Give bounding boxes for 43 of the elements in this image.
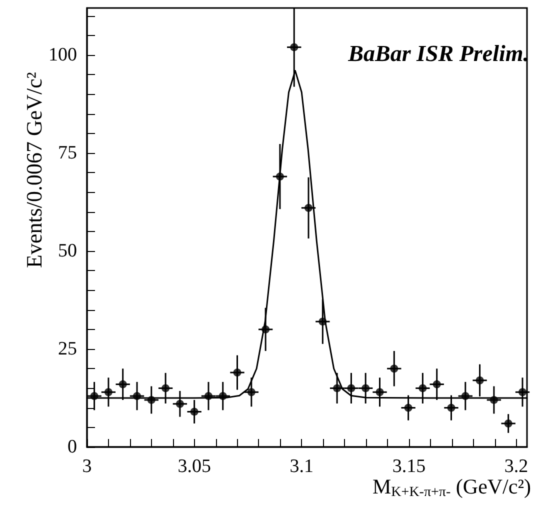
- point: [276, 172, 284, 181]
- point: [176, 400, 184, 408]
- y-tick-label: 75: [58, 142, 77, 164]
- point: [447, 404, 456, 412]
- annotation: BaBar ISR Prelim.: [347, 41, 530, 66]
- point: [247, 388, 256, 396]
- point: [104, 388, 112, 396]
- point: [147, 396, 156, 404]
- point: [333, 384, 342, 392]
- point: [262, 325, 270, 334]
- point: [304, 204, 312, 212]
- y-tick-label: 50: [58, 240, 77, 262]
- point: [404, 404, 412, 412]
- point: [290, 43, 298, 52]
- point: [418, 384, 427, 392]
- point: [490, 396, 498, 404]
- point: [390, 364, 398, 373]
- point: [118, 380, 127, 388]
- x-tick-label: 3.05: [178, 456, 211, 477]
- point: [376, 388, 384, 396]
- point: [190, 408, 198, 416]
- point: [347, 384, 356, 392]
- point: [432, 380, 441, 388]
- x-tick-label: 3.1: [290, 456, 314, 477]
- point: [218, 392, 227, 400]
- point: [233, 368, 242, 377]
- point: [318, 318, 327, 326]
- y-axis-title: Events/0.0067 GeV/c²: [22, 72, 46, 268]
- point: [518, 388, 526, 396]
- point: [162, 384, 170, 392]
- point: [133, 392, 142, 400]
- x-tick-label: 3.15: [392, 456, 426, 477]
- y-tick-label: 25: [58, 338, 77, 360]
- y-tick-label: 0: [68, 436, 77, 458]
- x-tick-label: 3.2: [504, 456, 528, 477]
- x-tick-label: 3: [82, 456, 92, 477]
- point: [504, 419, 512, 428]
- point: [362, 384, 370, 392]
- point: [461, 392, 470, 400]
- point: [90, 392, 98, 400]
- point: [204, 392, 212, 400]
- point: [476, 376, 484, 384]
- y-tick-label: 100: [48, 44, 77, 66]
